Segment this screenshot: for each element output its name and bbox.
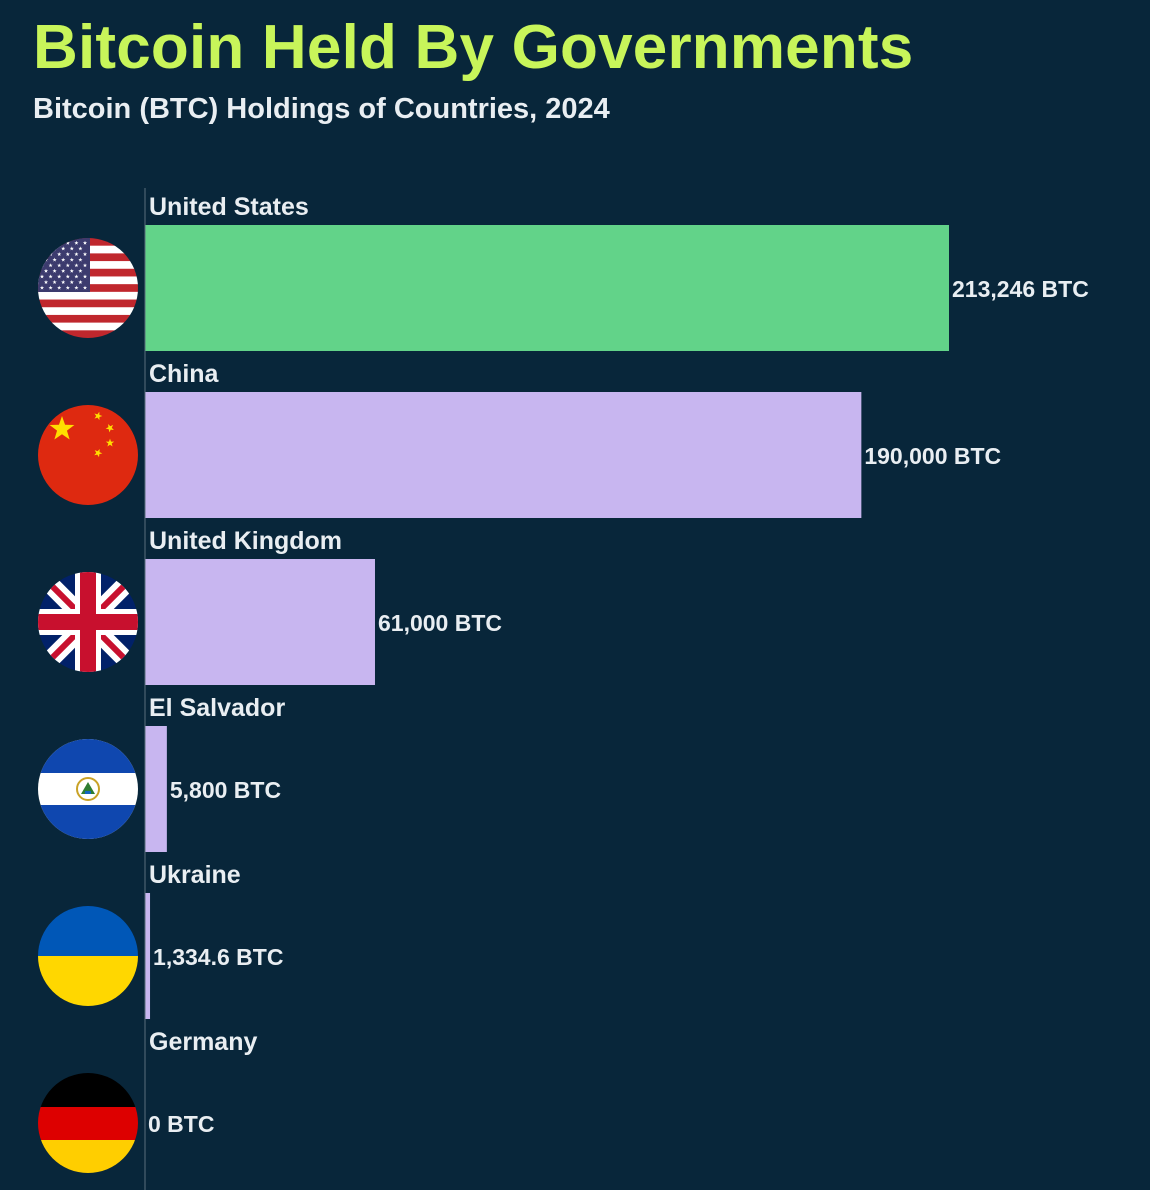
category-label: United Kingdom: [149, 527, 342, 555]
value-label: 61,000 BTC: [378, 610, 502, 636]
chart-title: Bitcoin Held By Governments: [33, 13, 914, 82]
value-label: 190,000 BTC: [864, 443, 1001, 469]
ukraine-flag-icon: [38, 906, 138, 1006]
germany-flag-icon: [38, 1073, 138, 1173]
bars-layer: [145, 225, 949, 1019]
flags-layer: [38, 238, 138, 1173]
category-label: United States: [149, 193, 309, 221]
bar: [145, 225, 949, 351]
category-label: China: [149, 360, 220, 388]
us-flag-icon: [38, 238, 138, 338]
value-label: 5,800 BTC: [170, 777, 281, 803]
bar: [145, 559, 375, 685]
bar: [145, 726, 167, 852]
category-label: Ukraine: [149, 861, 241, 889]
bar: [145, 392, 862, 518]
labels-layer: United States 213,246 BTC China 190,000 BTC…: [148, 193, 1089, 1137]
category-label: Germany: [149, 1028, 257, 1056]
bar: [145, 893, 151, 1019]
value-label: 213,246 BTC: [952, 276, 1089, 302]
category-label: El Salvador: [149, 694, 285, 722]
chart-subtitle: Bitcoin (BTC) Holdings of Countries, 202…: [33, 93, 610, 125]
uk-flag-icon: [38, 572, 138, 672]
china-flag-icon: [38, 405, 138, 505]
el-salvador-flag-icon: [38, 739, 138, 839]
value-label: 0 BTC: [148, 1111, 214, 1137]
value-label: 1,334.6 BTC: [153, 944, 283, 970]
